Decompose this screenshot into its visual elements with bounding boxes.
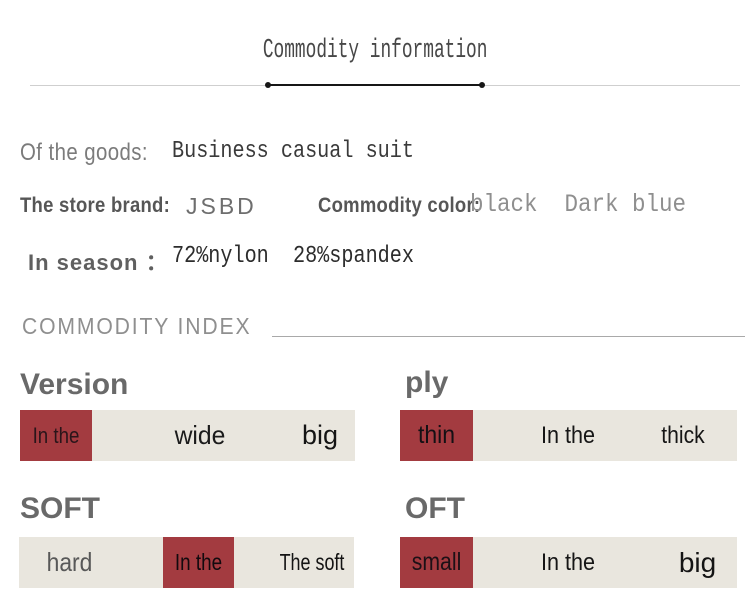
scale-item: In the bbox=[32, 423, 80, 448]
season-value: 72%nylon 28%spandex bbox=[172, 243, 414, 270]
scale-heading-version: Version bbox=[20, 368, 129, 401]
scale-item: big bbox=[678, 547, 717, 578]
active-segment bbox=[20, 410, 92, 461]
scale-heading-soft: SOFT bbox=[20, 492, 100, 525]
scale-item: big bbox=[301, 420, 339, 450]
scale-item: In the bbox=[174, 549, 223, 575]
page-title: Commodity information bbox=[262, 36, 488, 66]
title-rule-dark bbox=[265, 82, 485, 88]
color-value: black Dark blue bbox=[470, 190, 687, 219]
scale-bar-oft: small In the big bbox=[400, 537, 737, 588]
scale-item: In the bbox=[540, 549, 596, 576]
color-label: Commodity color: bbox=[318, 194, 481, 217]
scale-bar-version: In the wide big bbox=[20, 410, 355, 461]
commodity-index-rule bbox=[272, 336, 745, 337]
brand-label: The store brand: bbox=[20, 194, 171, 217]
scale-heading-ply: ply bbox=[405, 366, 449, 399]
scale-item: hard bbox=[46, 547, 93, 577]
scale-item: The soft bbox=[279, 549, 345, 575]
scale-bar-ply: thin In the thick bbox=[400, 410, 737, 461]
active-segment bbox=[400, 537, 473, 588]
commodity-index-heading: COMMODITY INDEX bbox=[22, 313, 252, 339]
active-segment bbox=[163, 537, 234, 588]
scale-item: In the bbox=[540, 422, 596, 449]
goods-value: Business casual suit bbox=[172, 138, 414, 165]
active-segment bbox=[400, 410, 473, 461]
scale-item: thick bbox=[661, 422, 705, 449]
scale-heading-oft: OFT bbox=[405, 492, 465, 525]
season-label: In season ： bbox=[28, 250, 169, 275]
scale-item: wide bbox=[174, 420, 226, 450]
scale-item: small bbox=[411, 548, 462, 576]
goods-label: Of the goods: bbox=[20, 139, 149, 166]
brand-value: JSBD bbox=[186, 193, 257, 219]
scale-item: thin bbox=[417, 421, 456, 449]
page-title-wrap: Commodity information bbox=[0, 36, 750, 66]
scale-bar-soft: hard In the The soft bbox=[19, 537, 354, 588]
